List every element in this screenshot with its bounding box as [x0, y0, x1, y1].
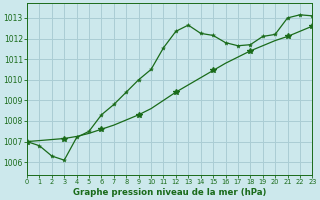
- X-axis label: Graphe pression niveau de la mer (hPa): Graphe pression niveau de la mer (hPa): [73, 188, 266, 197]
